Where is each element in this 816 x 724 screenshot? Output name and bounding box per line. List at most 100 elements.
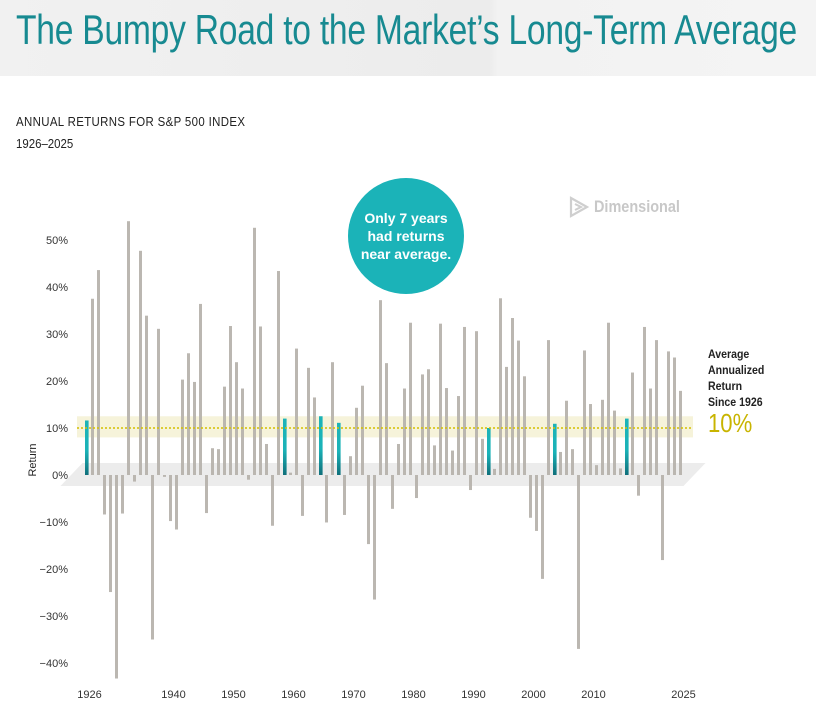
dimensional-logo-icon [569,196,590,218]
bar [115,475,118,679]
bar [667,351,670,475]
bar [175,475,178,530]
bar [535,475,538,531]
bar [157,328,160,475]
page-title: The Bumpy Road to the Market’s Long-Term… [16,6,797,53]
bar [631,372,634,475]
bar [259,326,262,475]
bar [313,397,316,475]
x-tick-label: 1970 [341,689,365,701]
bar [409,322,412,475]
bar [595,465,598,475]
bar [475,331,478,475]
bar [331,362,334,475]
bar [349,456,352,475]
bar [103,475,106,515]
bar [505,366,508,475]
bar [583,350,586,475]
x-tick-label: 1926 [77,689,101,701]
bar [325,475,328,523]
average-label-line: Since 1926 [708,395,763,409]
bar [637,475,640,496]
bar [253,227,256,475]
bar [517,340,520,475]
bar [241,388,244,475]
y-axis: 50% 40% 30% 20% 10% 0% −10% −20% −30% −40% [40,235,69,670]
average-label-line: Return [708,379,743,393]
bar [619,468,622,475]
bar [361,385,364,475]
bar [295,348,298,475]
bar [151,475,154,640]
bar [649,388,652,475]
bar [457,396,460,475]
bar [139,250,142,475]
highlight-bar [85,420,89,475]
zero-platform [60,463,706,486]
bar [91,298,94,475]
bar [373,475,376,600]
bar [655,340,658,475]
x-tick-label: 2025 [671,689,695,701]
bar [109,475,112,593]
header-band [0,0,816,76]
chart-subtitle: ANNUAL RETURNS FOR S&P 500 INDEX [16,114,246,129]
bar [547,340,550,475]
highlight-bar [337,422,341,475]
bar [211,448,214,475]
bar [271,475,274,526]
bar [343,475,346,515]
bar [607,322,610,475]
x-tick-label: 1940 [161,689,185,701]
bar [523,376,526,475]
bars-group [85,221,682,679]
bar [217,449,220,475]
bar [541,475,544,579]
bar [451,450,454,475]
bar [559,451,562,475]
bar [499,298,502,475]
bar [97,270,100,475]
bar [223,386,226,475]
highlight-bar [487,428,491,475]
logo: Dimensional [568,196,695,218]
bar [145,315,148,475]
date-range: 1926–2025 [16,136,74,151]
x-axis: 1926 1940 1950 1960 1970 1980 1990 2000 2010 2025 [77,689,695,701]
bar [127,221,130,475]
bar [433,445,436,475]
y-tick-label: 0% [52,470,68,482]
x-tick-label: 1990 [461,689,485,701]
bar [247,475,250,480]
bar [589,404,592,475]
x-tick-label: 2000 [521,689,545,701]
bar [571,449,574,475]
bar [169,475,172,522]
bar [265,443,268,475]
y-tick-label: −30% [40,611,69,623]
bar [493,468,496,475]
y-tick-label: −40% [40,658,69,670]
highlight-bar [625,418,629,475]
average-value: 10% [708,408,753,438]
highlight-bar [283,418,287,475]
x-tick-label: 1980 [401,689,425,701]
bar [379,300,382,475]
bar [439,323,442,475]
y-tick-label: 20% [46,376,68,388]
bar [403,388,406,475]
bar [397,443,400,475]
x-tick-label: 1960 [281,689,305,701]
highlight-bar [319,416,323,475]
bar [445,388,448,475]
x-tick-label: 1950 [221,689,245,701]
average-label: Average Annualized Return Since 1926 [708,346,764,410]
bar [469,475,472,491]
bar [613,410,616,475]
average-label-line: Annualized [708,363,765,377]
y-tick-label: 50% [46,235,68,247]
bar [301,475,304,516]
bar [307,367,310,475]
bar [529,475,532,518]
